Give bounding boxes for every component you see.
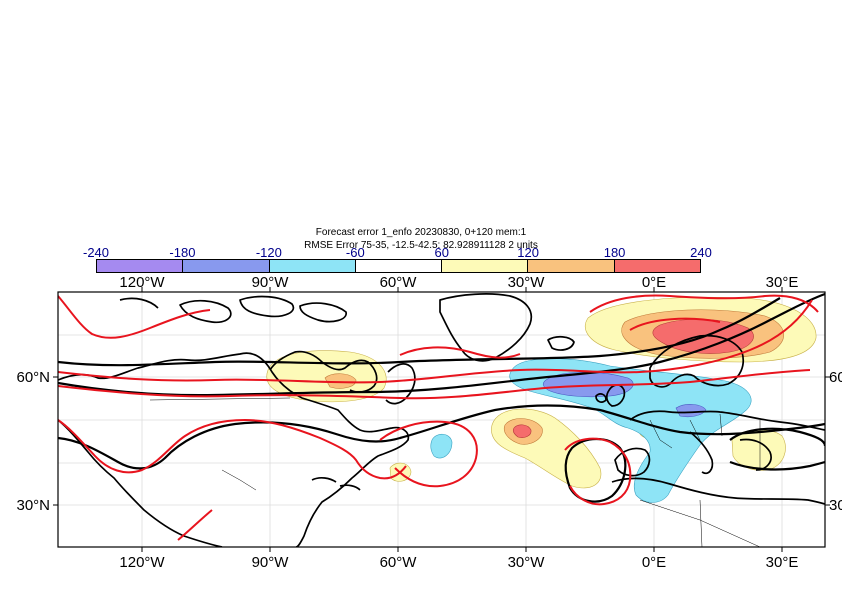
negative-error-shading	[430, 358, 752, 503]
colorbar-level-label: 180	[603, 245, 626, 260]
colorbar-level-label: -120	[255, 245, 282, 260]
colorbar-level-label: 60	[434, 245, 449, 260]
lat-label-right-30n: 30°N	[829, 497, 842, 514]
lat-label-left-30n: 30°N	[16, 497, 50, 514]
top-lon-labels: 120°W 90°W 60°W 30°W 0°E 30°E	[119, 274, 798, 291]
colorbar-level-label: 120	[517, 245, 539, 260]
lon-label-top-120w: 120°W	[119, 274, 165, 291]
colorbar-segment	[97, 260, 184, 272]
colorbar-segment	[269, 260, 356, 272]
colorbar-segment	[442, 260, 529, 272]
lon-label-top-0e: 0°E	[642, 274, 666, 291]
country-borders	[149, 397, 761, 547]
colorbar-level-label: -240	[82, 245, 110, 260]
colorbar-segment	[528, 260, 615, 272]
colorbar-segment	[183, 260, 270, 272]
map-frame	[57, 291, 826, 548]
colorbar-segment	[614, 260, 700, 272]
lon-label-bottom-90w: 90°W	[252, 554, 290, 571]
map-content	[58, 292, 825, 547]
red-contours	[58, 294, 819, 541]
coastlines	[58, 293, 825, 547]
lon-label-bottom-30e: 30°E	[766, 554, 799, 571]
colorbar-level-label: -180	[169, 245, 196, 260]
map-title-line2: RMSE Error 75-35, -12.5-42.5: 82.9289111…	[304, 240, 538, 251]
lon-label-top-30e: 30°E	[766, 274, 799, 291]
lat-label-right-60n: 60°N	[829, 369, 842, 386]
lat-labels: 60°N 30°N 60°N 30°N	[16, 369, 842, 514]
colorbar-segment	[355, 260, 443, 272]
bottom-lon-labels: 120°W 90°W 60°W 30°W 0°E 30°E	[119, 554, 798, 571]
colorbar-level-label: -60	[345, 245, 365, 260]
lon-label-top-90w: 90°W	[252, 274, 290, 291]
map-title-line1: Forecast error 1_enfo 20230830, 0+120 me…	[315, 227, 527, 238]
lat-label-left-60n: 60°N	[16, 369, 50, 386]
ticks	[53, 287, 830, 552]
lon-label-bottom-0e: 0°E	[642, 554, 666, 571]
lon-label-bottom-60w: 60°W	[380, 554, 418, 571]
colorbar	[96, 259, 701, 273]
lon-label-top-60w: 60°W	[380, 274, 418, 291]
colorbar-level-label: 240	[690, 245, 712, 260]
lon-label-bottom-120w: 120°W	[119, 554, 165, 571]
lon-label-bottom-30w: 30°W	[508, 554, 546, 571]
lon-label-top-30w: 30°W	[508, 274, 546, 291]
